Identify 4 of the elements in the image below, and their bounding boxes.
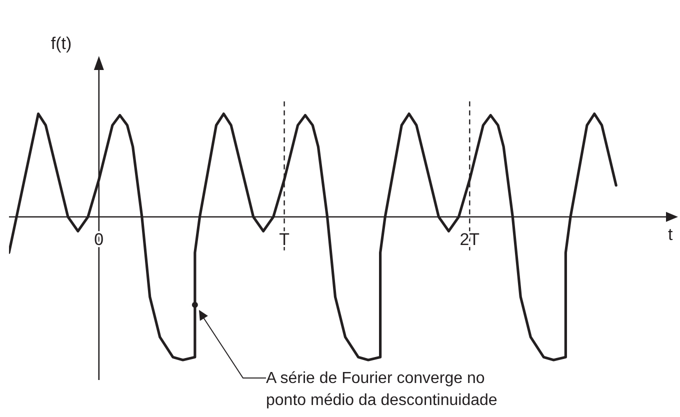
y-axis-title: f(t) <box>50 34 72 54</box>
x-tick-label: 2T <box>460 230 480 249</box>
text: A série de Fourier converge no ponto médio da descontinuidade <box>266 369 498 411</box>
x-axis-title: t <box>668 224 673 245</box>
